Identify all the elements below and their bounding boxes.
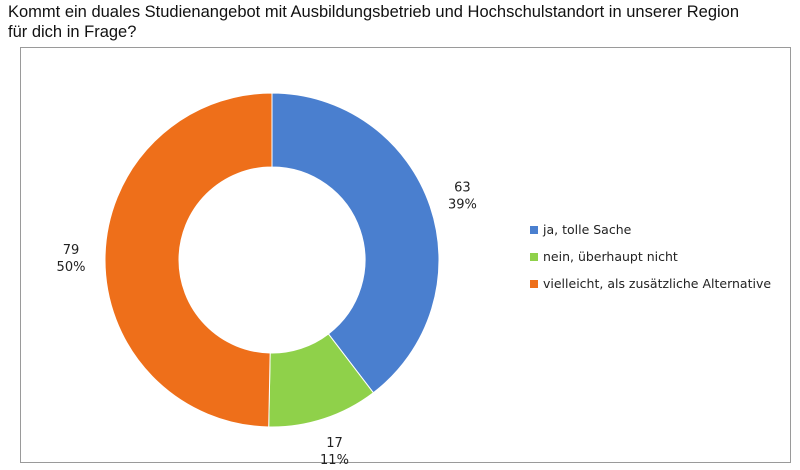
chart-legend: ja, tolle Sache nein, überhaupt nicht vi… [530,216,771,297]
data-labels: 63 39%17 11%79 50% [57,181,477,468]
slice-vielleicht [104,92,273,428]
legend-swatch-ja [530,225,538,234]
slice-ja [271,92,440,394]
legend-swatch-nein [530,252,538,261]
donut-slices [104,92,440,428]
data-label-vielleicht: 79 50% [57,243,86,275]
legend-item-vielleicht: vielleicht, als zusätzliche Alternative [530,270,771,297]
data-label-nein: 17 11% [320,436,349,468]
chart-title: Kommt ein duales Studienangebot mit Ausb… [8,2,792,42]
data-label-value-vielleicht: 79 [63,243,80,258]
legend-item-nein: nein, überhaupt nicht [530,243,771,270]
legend-label-vielleicht: vielleicht, als zusätzliche Alternative [543,276,772,291]
data-label-percent-nein: 11% [320,453,349,468]
legend-label-ja: ja, tolle Sache [543,222,632,237]
data-label-percent-vielleicht: 50% [57,260,86,275]
data-label-value-ja: 63 [454,181,471,196]
data-label-value-nein: 17 [326,436,343,451]
legend-swatch-vielleicht [530,279,538,288]
legend-item-ja: ja, tolle Sache [530,216,771,243]
chart-title-line-1: Kommt ein duales Studienangebot mit Ausb… [8,3,740,21]
data-label-percent-ja: 39% [448,198,477,213]
chart-title-line-2: für dich in Frage? [8,23,137,41]
data-label-ja: 63 39% [448,181,477,213]
legend-label-nein: nein, überhaupt nicht [543,249,678,264]
